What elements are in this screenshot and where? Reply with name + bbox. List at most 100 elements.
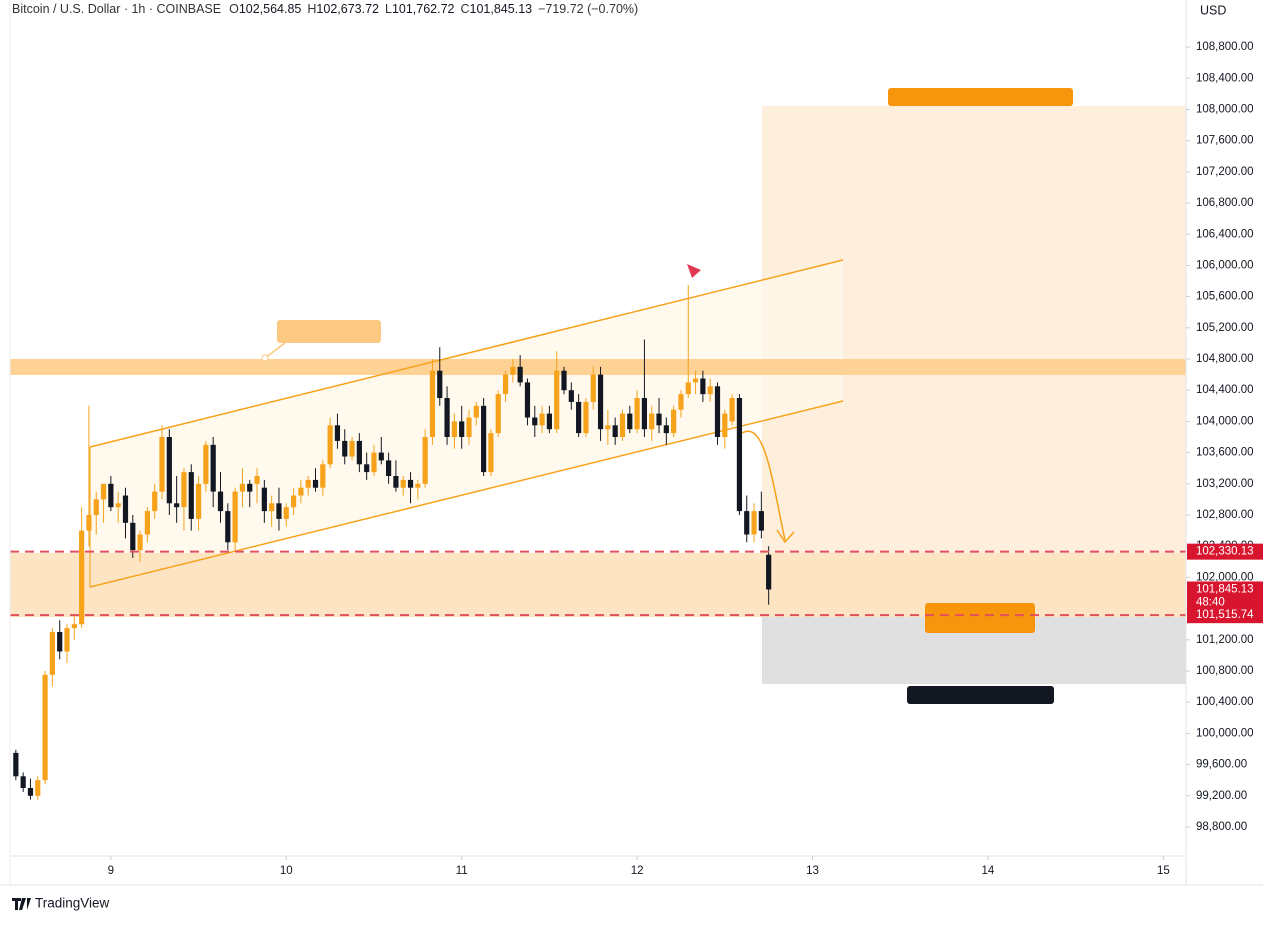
ohlc-value: 101,762.72 [392,2,455,16]
candle-body [481,405,487,473]
candle-body [524,382,531,418]
candle-body [700,378,706,395]
candle-body [57,631,63,652]
candle-body [174,503,180,508]
candle-body [166,437,172,504]
ohlc-value: 101,845.13 [470,2,533,16]
candle-body [181,472,187,508]
stop-box [907,686,1054,704]
target-box [888,88,1073,106]
candle-body [678,394,684,410]
x-tick-label: 13 [806,865,819,877]
candle-body [510,366,516,375]
overlay: 98,800.00 99,200.00 99,600.00 100,000.00 100… [10,41,1263,877]
candle-body [276,503,282,519]
candle-body [605,425,611,430]
price-badge [1187,543,1263,560]
candle-body [203,444,209,484]
candle-body [488,433,494,473]
candle-body [232,491,238,543]
candle-body [130,522,136,551]
label-anchor [261,354,269,362]
candle-body [356,440,362,465]
candle-body [437,370,443,399]
candle-body [729,398,735,422]
candle-body [152,491,158,512]
candle-body [290,495,297,508]
candle-body [247,483,253,492]
countdown-label: 48:40 [1196,597,1225,609]
y-tick-label: 108,400.00 [1196,72,1254,84]
candle-body [100,483,107,500]
channel-top [89,259,844,448]
candle-body [751,511,757,535]
candle-body [744,511,750,535]
label-pointer [264,342,286,359]
candle-body [583,401,589,434]
y-tick-label: 103,600.00 [1196,447,1254,459]
candle-body [415,483,421,488]
candle-body [685,382,691,395]
candle-body [371,452,377,473]
candle-body [444,398,450,438]
candle-body [707,386,713,395]
ohlc-value: 102,673.72 [316,2,379,16]
price-badge-label: 102,330.13 [1196,546,1254,558]
x-tick-label: 11 [456,865,468,877]
y-tick-label: 99,600.00 [1196,759,1247,771]
candle-body [49,631,55,675]
candle-body [144,511,151,535]
candle-body [714,386,721,438]
candle-body [93,499,99,516]
candle-body [254,476,260,484]
candle-body [568,390,574,402]
candle-body [283,507,289,519]
y-tick-label: 98,800.00 [1196,821,1247,833]
y-tick-label: 103,200.00 [1196,478,1254,490]
candle-body [188,472,194,519]
candles [13,284,772,800]
ohlc-value: 102,564.85 [239,2,302,16]
candle-body [225,511,231,543]
candle-body [195,483,202,519]
candle-body [422,437,428,484]
ohlc: O102,564.85 H102,673.72 L101,762.72 C101,84… [229,2,532,16]
ohlc-key: L [385,2,392,16]
candle-body [517,366,523,383]
candle-body [349,440,355,457]
level-label-box [277,320,381,343]
resistance-zone [10,359,1186,375]
candle-body [539,413,545,426]
ohlc-key: O [229,2,239,16]
candle-body [597,374,604,430]
candle-body [386,460,392,477]
candle-body [451,421,457,438]
candle-body [261,487,267,512]
candle-body [466,417,472,438]
y-tick-label: 106,400.00 [1196,228,1254,240]
y-tick-label: 104,000.00 [1196,415,1254,427]
candle-body [298,487,304,496]
y-tick-label: 104,800.00 [1196,353,1254,365]
candle-body [429,370,436,438]
y-tick-label: 105,200.00 [1196,322,1254,334]
candle-body [312,479,319,488]
x-tick-label: 9 [108,865,114,877]
candle-body [334,425,341,441]
y-tick-label: 106,800.00 [1196,197,1254,209]
candle-body [64,628,70,652]
candle-body [459,421,465,438]
candle-body [122,495,129,523]
brand: TradingView [35,896,110,911]
candle-body [502,374,509,395]
candle-body [532,417,538,426]
x-tick-label: 15 [1157,865,1170,877]
y-tick-label: 108,000.00 [1196,103,1254,115]
candle-body [364,464,370,473]
candle-body [20,776,26,788]
candle-body [590,374,596,402]
candle-body [13,752,19,777]
ohlc-key: C [461,2,470,16]
y-tick-label: 99,200.00 [1196,790,1247,802]
